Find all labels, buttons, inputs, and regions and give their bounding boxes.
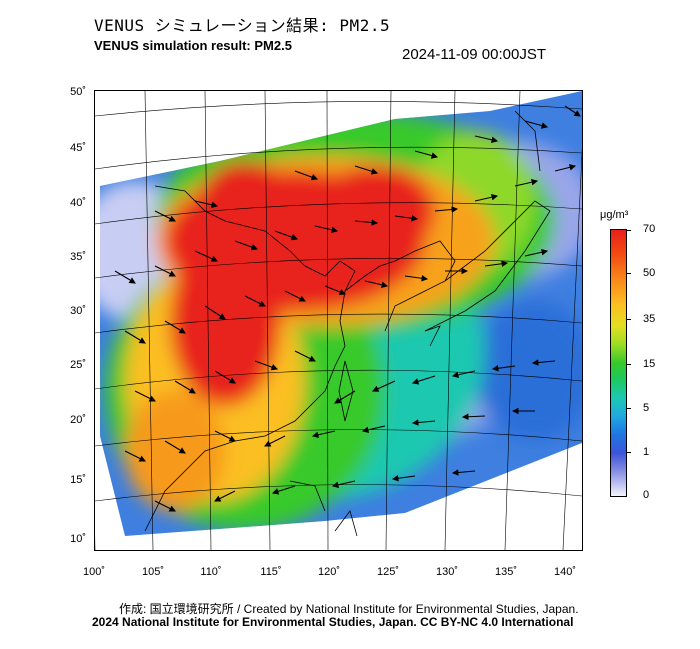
lat-label-10: 10˚ xyxy=(70,533,86,545)
colorbar-tick-mark xyxy=(626,452,631,453)
graticule xyxy=(95,91,582,550)
colorbar-tick-5: 5 xyxy=(643,402,650,414)
colorbar-tick-0: 0 xyxy=(643,489,650,501)
colorbar-tick-70: 70 xyxy=(643,223,656,235)
lat-label-20: 20˚ xyxy=(70,414,86,426)
concentration-field xyxy=(100,91,582,536)
colorbar-tick-mark xyxy=(626,319,631,320)
colorbar-unit: μg/m³ xyxy=(600,209,629,221)
colorbar-tick-mark xyxy=(626,230,631,231)
lon-label-135: 135˚ xyxy=(494,566,518,578)
title-english: VENUS simulation result: PM2.5 xyxy=(94,38,292,53)
colorbar-tick-50: 50 xyxy=(643,267,656,279)
pm25-map xyxy=(94,90,583,551)
lon-label-105: 105˚ xyxy=(141,566,165,578)
coastlines xyxy=(144,110,551,537)
timestamp: 2024-11-09 00:00JST xyxy=(402,46,546,63)
lon-label-125: 125˚ xyxy=(376,566,400,578)
title-japanese: VENUS シミュレーション結果: PM2.5 xyxy=(94,16,391,35)
colorbar-tick-1: 1 xyxy=(643,446,650,458)
lat-label-35: 35˚ xyxy=(70,251,86,263)
colorbar-tick-mark xyxy=(626,364,631,365)
lat-label-25: 25˚ xyxy=(70,359,86,371)
colorbar-tick-mark xyxy=(626,408,631,409)
colorbar-tick-35: 35 xyxy=(643,313,656,325)
lon-label-140: 140˚ xyxy=(553,566,577,578)
lat-label-15: 15˚ xyxy=(70,474,86,486)
credit-line-2: 2024 National Institute for Environmenta… xyxy=(92,615,574,629)
lat-label-40: 40˚ xyxy=(70,197,86,209)
lat-label-50: 50˚ xyxy=(70,86,86,98)
credit-line-1: 作成: 国立環境研究所 / Created by National Instit… xyxy=(119,602,579,616)
colorbar-tick-15: 15 xyxy=(643,358,656,370)
lon-label-120: 120˚ xyxy=(317,566,341,578)
wind-vectors xyxy=(114,105,581,512)
colorbar-tick-mark xyxy=(626,273,631,274)
lon-label-100: 100˚ xyxy=(82,566,106,578)
lat-label-45: 45˚ xyxy=(70,142,86,154)
lon-label-115: 115˚ xyxy=(260,566,282,578)
colorbar xyxy=(610,229,627,497)
map-canvas xyxy=(95,91,582,550)
lon-label-110: 110˚ xyxy=(200,566,222,578)
lat-label-30: 30˚ xyxy=(70,305,86,317)
lon-label-130: 130˚ xyxy=(435,566,459,578)
